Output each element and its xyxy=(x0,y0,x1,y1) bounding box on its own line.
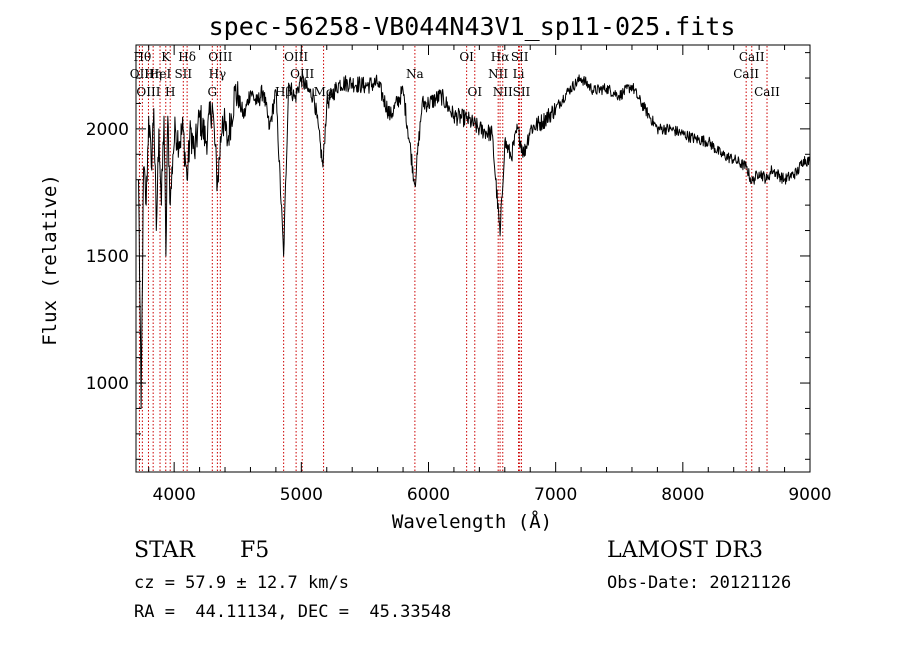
line-marker-label-17: OI xyxy=(459,50,474,64)
line-marker-label-0: OII xyxy=(130,67,150,81)
object-subclass: F5 xyxy=(240,538,270,563)
object-class: STAR xyxy=(134,538,195,563)
line-marker-label-21: NII xyxy=(493,85,513,99)
line-marker-label-2: OIII xyxy=(136,85,160,99)
line-marker-label-20: Hα xyxy=(491,50,510,64)
y-tick-label-1000: 1000 xyxy=(86,374,129,394)
x-tick-label-9000: 9000 xyxy=(788,485,831,505)
x-tick-label-5000: 5000 xyxy=(280,485,323,505)
line-marker-label-4: HeI xyxy=(149,67,172,81)
x-tick-label-4000: 4000 xyxy=(153,485,196,505)
line-marker-label-9: G xyxy=(208,85,218,99)
line-marker-label-7: SII xyxy=(174,67,192,81)
line-marker-label-22: Li xyxy=(513,67,525,81)
line-marker-label-1: Hθ xyxy=(134,50,152,64)
line-marker-label-8: Hδ xyxy=(178,50,196,64)
x-tick-label-7000: 7000 xyxy=(534,485,577,505)
line-marker-label-19: NII xyxy=(488,67,508,81)
line-marker-label-3: Hη xyxy=(144,67,162,81)
line-marker-label-10: Hγ xyxy=(209,67,227,81)
axis-ticks xyxy=(136,45,811,472)
line-marker-label-26: CaII xyxy=(739,50,765,64)
x-tick-label-8000: 8000 xyxy=(661,485,704,505)
emission-line-labels: OIIHθOIIIHηHeIKHSIIHδGHγOIIIHβOIIIOIIIMg… xyxy=(130,50,780,99)
survey-name: LAMOST DR3 xyxy=(607,538,763,563)
line-marker-label-5: K xyxy=(161,50,171,64)
redshift-cz: cz = 57.9 ± 12.7 km/s xyxy=(134,573,349,593)
y-tick-label-1500: 1500 xyxy=(86,247,129,267)
spectrum-line xyxy=(138,70,811,409)
coordinates: RA = 44.11134, DEC = 45.33548 xyxy=(134,602,452,622)
x-tick-labels: 4000 5000 6000 7000 8000 9000 xyxy=(153,485,832,505)
line-marker-label-25: CaII xyxy=(733,67,759,81)
plot-frame xyxy=(135,44,811,473)
line-marker-label-11: OIII xyxy=(208,50,232,64)
y-axis-label: Flux (relative) xyxy=(39,174,61,346)
line-marker-label-23: SII xyxy=(511,50,529,64)
line-marker-label-13: OIII xyxy=(284,50,308,64)
y-tick-labels: 1000 1500 2000 xyxy=(86,120,129,394)
x-axis-label: Wavelength (Å) xyxy=(392,510,552,533)
x-tick-label-6000: 6000 xyxy=(407,485,450,505)
line-marker-label-27: CaII xyxy=(754,85,780,99)
line-marker-label-16: Na xyxy=(406,67,424,81)
observation-date: Obs-Date: 20121126 xyxy=(607,573,792,593)
chart-title: spec-56258-VB044N43V1_sp11-025.fits xyxy=(209,12,736,41)
line-marker-label-18: OI xyxy=(467,85,482,99)
y-tick-label-2000: 2000 xyxy=(86,120,129,140)
line-marker-label-6: H xyxy=(165,85,175,99)
line-marker-label-24: SII xyxy=(513,85,531,99)
